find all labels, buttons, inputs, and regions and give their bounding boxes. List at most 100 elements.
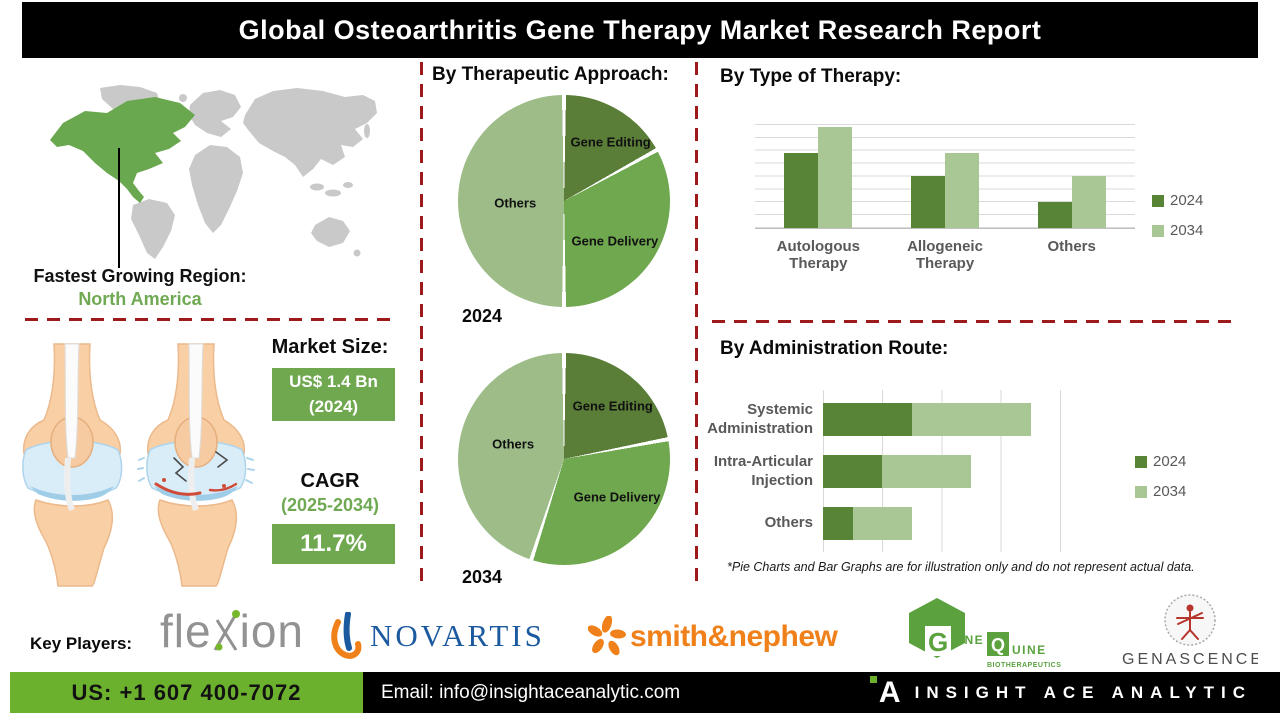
footer-email: Email: info@insightaceanalytic.com [381,681,681,703]
pie-caption-2034: 2034 [462,567,503,587]
bar-2024 [910,176,945,228]
cagr-label: CAGR [300,470,360,492]
footer-email-block: Email: info@insightaceanalytic.com A INS… [363,672,1280,713]
knee-joint-illustration [12,342,256,588]
pie-label-gene-delivery: Gene Delivery [573,489,661,505]
flexion-text-right: ion [239,605,304,657]
svg-text:Q: Q [991,635,1005,655]
novartis-flame-icon [331,612,362,659]
bar-group-0 [784,112,853,228]
hbar-row-1: Intra-Articular Injection [700,452,1090,489]
page-title: Global Osteoarthritis Gene Therapy Marke… [238,14,1042,45]
divider-horizontal-left [25,318,397,321]
flexion-logo: fle ion [160,608,304,654]
legend-label-2024: 2024 [1170,192,1204,209]
osteoarthritic-knee [136,344,256,586]
bar-segment-2034 [852,507,912,540]
hbar-chart-legend: 2024 2034 [1135,453,1186,500]
legend-swatch-2034 [1135,485,1147,498]
fastest-growing-region-label: Fastest Growing Region: [33,266,247,286]
bar-segment-2024 [823,455,883,488]
legend-label-2034: 2034 [1170,222,1204,239]
pie-2024-circle [458,95,670,307]
bar-2024 [1037,202,1072,228]
genascence-text: GENASCENCE [1122,651,1258,668]
section-title-type-of-therapy: By Type of Therapy: [720,66,902,87]
y-axis-label: Intra-Articular Injection [713,452,813,489]
flexion-text-left: fle [160,605,212,657]
market-size-value-box: US$ 1.4 Bn (2024) [272,368,395,421]
pie-label-gene-delivery: Gene Delivery [571,233,659,249]
genascence-logo: GENASCENCE [1122,593,1261,674]
footer-phone-block: US: +1 607 400-7072 [10,672,363,713]
y-axis-label: Others [764,514,813,532]
healthy-knee [23,344,122,586]
bar-segment-2024 [823,507,853,540]
bar-chart-x-axis-labels: Autologous Therapy Allogeneic Therapy Othe… [755,238,1135,272]
legend-label-2034: 2034 [1153,483,1187,500]
legend-item-2034: 2034 [1152,222,1203,239]
pie-label-others: Others [494,195,537,211]
cagr-value: 11.7% [300,530,367,557]
hbar-chart-administration-route: Systemic Administration Intra-Articular I… [700,390,1090,559]
disclaimer-text: *Pie Charts and Bar Graphs are for illus… [727,560,1195,574]
flexion-x-icon [213,610,240,651]
vitruvian-figure-icon [1176,604,1204,640]
bar-2034 [818,127,853,228]
pie-label-others: Others [492,436,535,452]
divider-vertical-right [695,62,698,588]
fastest-growing-region-value: North America [78,289,202,309]
x-axis-label: Others [1047,238,1096,255]
market-size-year: (2024) [308,396,359,416]
bar-chart-type-of-therapy [755,112,1135,229]
legend-swatch-2034 [1152,224,1164,237]
section-title-therapeutic-approach: By Therapeutic Approach: [432,64,669,85]
pie-label-gene-editing: Gene Editing [572,398,653,414]
divider-vertical-left [420,62,423,588]
svg-text:UINE: UINE [1012,643,1047,657]
smith-nephew-star-icon [588,616,626,656]
pie-caption-2024: 2024 [462,306,503,326]
svg-text:G: G [928,627,948,657]
pie-2034-circle [458,353,670,565]
smith-nephew-logo: smith&nephew [588,616,838,658]
x-axis-label: Allogeneic Therapy [907,238,983,272]
brand-a-icon: A [870,675,901,709]
pie-label-gene-editing: Gene Editing [570,134,651,150]
legend-item-2024: 2024 [1135,453,1186,470]
legend-swatch-2024 [1152,194,1164,207]
smith-nephew-text: smith&nephew [630,620,838,653]
bar-group-2 [1037,112,1106,228]
section-title-administration-route: By Administration Route: [720,338,949,359]
bar-segment-2034 [912,403,1031,436]
hbar-row-2: Others [700,507,1090,540]
y-axis-label: Systemic Administration [707,400,813,437]
bar-group-1 [910,112,979,228]
bar-segment-2034 [882,455,972,488]
key-players-label: Key Players: [30,634,133,653]
header-bar: Global Osteoarthritis Gene Therapy Marke… [22,2,1258,58]
x-axis-label: Autologous Therapy [776,238,860,272]
footer-phone: US: +1 607 400-7072 [71,679,302,705]
world-map [50,85,377,259]
pie-chart-2024: Gene Editing Gene Delivery Others [458,95,670,307]
bar-segment-2024 [823,403,912,436]
cagr-period: (2025-2034) [280,495,380,515]
genequine-logo: G ENE Q UINE BIOTHERAPEUTICS [903,596,1063,677]
legend-item-2024: 2024 [1152,192,1203,209]
bar-2024 [784,153,819,228]
market-size-value: US$ 1.4 Bn [289,371,378,391]
map-callout-line [118,148,120,268]
bar-2034 [944,153,979,228]
legend-swatch-2024 [1135,455,1147,468]
legend-item-2034: 2034 [1135,483,1186,500]
legend-label-2024: 2024 [1153,453,1187,470]
svg-text:ENE: ENE [955,633,984,647]
novartis-text: NOVARTIS [370,618,545,653]
map-region-north-america [50,97,195,203]
novartis-logo: NOVARTIS [328,612,545,660]
hbar-row-0: Systemic Administration [700,400,1090,437]
bar-2034 [1071,176,1106,228]
svg-text:BIOTHERAPEUTICS: BIOTHERAPEUTICS [987,662,1061,669]
